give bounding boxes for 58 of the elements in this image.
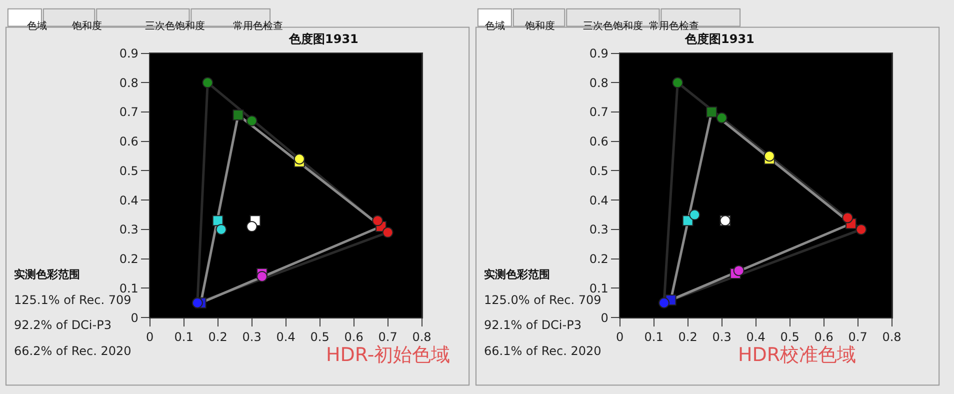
y-tick-label: 0.7: [589, 105, 608, 120]
y-tick-label: 0.2: [119, 252, 138, 266]
text: 66.2% of Rec. 2020: [14, 344, 132, 358]
y-tick-label: 0.3: [119, 222, 138, 237]
text: 实测色彩范围: [14, 268, 80, 281]
x-tick-label: 0: [616, 330, 624, 344]
x-tick-label: 0.4: [746, 330, 766, 344]
text: 三次色饱和度: [583, 20, 643, 32]
x-tick-label: 0.6: [344, 330, 364, 344]
text: 色域: [485, 20, 505, 32]
y-tick-label: 0.6: [589, 134, 608, 149]
text: 92.2% of DCi-P3: [14, 318, 112, 332]
y-tick-label: 0.4: [119, 193, 138, 208]
y-tick-label: 0.5: [119, 164, 138, 178]
x-tick-label: 0.1: [174, 330, 194, 344]
text: 125.0% of Rec. 709: [484, 293, 602, 307]
x-tick-label: 0.8: [882, 330, 902, 344]
y-tick-label: 0.3: [589, 222, 608, 237]
y-tick-label: 0.8: [589, 76, 608, 90]
x-tick-label: 0.2: [678, 330, 698, 344]
y-tick-label: 0.6: [119, 134, 138, 149]
x-tick-label: 0.3: [712, 330, 732, 344]
x-tick-label: 0.3: [242, 330, 262, 344]
x-tick-label: 0.5: [780, 330, 800, 344]
y-tick-label: 0.1: [119, 281, 138, 296]
x-tick-label: 0.4: [276, 330, 296, 344]
chart-title: 色度图1931: [288, 32, 358, 46]
text: HDR-初始色域: [326, 344, 450, 366]
text: 三次色饱和度: [145, 20, 205, 32]
text: 66.1% of Rec. 2020: [484, 344, 602, 358]
x-tick-label: 0.6: [814, 330, 834, 344]
text: 常用色检查: [233, 20, 283, 32]
x-tick-label: 0: [146, 330, 154, 344]
y-tick-label: 0: [130, 310, 138, 325]
x-tick-label: 0.7: [378, 330, 398, 344]
text: HDR校准色域: [738, 344, 856, 366]
y-tick-label: 0.9: [589, 46, 608, 60]
text: 常用色检查: [649, 20, 699, 32]
text: 饱和度: [524, 20, 555, 32]
y-tick-label: 0.1: [589, 281, 608, 296]
x-tick-label: 0.1: [644, 330, 664, 344]
y-tick-label: 0.9: [119, 46, 138, 60]
y-tick-label: 0.2: [589, 252, 608, 266]
text: 125.1% of Rec. 709: [14, 293, 132, 307]
x-tick-label: 0.8: [412, 330, 432, 344]
text: 饱和度: [71, 20, 102, 32]
x-tick-label: 0.2: [208, 330, 228, 344]
y-tick-label: 0.7: [119, 105, 138, 120]
y-tick-label: 0.5: [589, 164, 608, 178]
text: 92.1% of DCi-P3: [484, 318, 582, 332]
x-tick-label: 0.7: [848, 330, 868, 344]
text: 色域: [27, 20, 47, 32]
x-tick-label: 0.5: [310, 330, 330, 344]
y-tick-label: 0.8: [119, 76, 138, 90]
y-tick-label: 0: [600, 310, 608, 325]
y-tick-label: 0.4: [589, 193, 608, 208]
chart-title: 色度图1931: [684, 32, 754, 46]
text: 实测色彩范围: [484, 268, 550, 281]
